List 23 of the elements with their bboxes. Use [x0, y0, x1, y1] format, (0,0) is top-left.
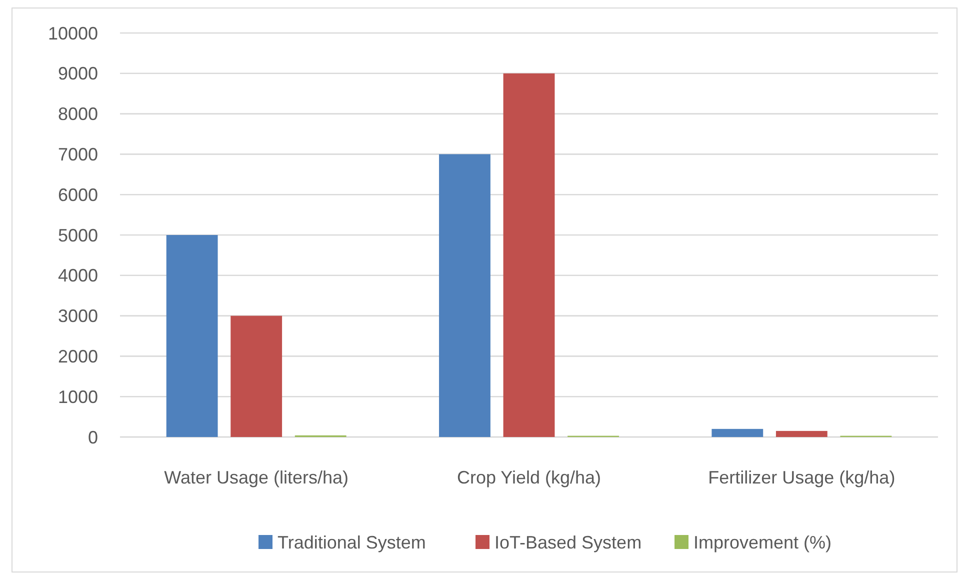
y-tick-label: 1000: [58, 386, 98, 407]
bar: [503, 73, 555, 437]
y-tick-label: 3000: [58, 306, 98, 326]
x-tick-label: Fertilizer Usage (kg/ha): [708, 467, 896, 488]
y-tick-label: 9000: [58, 64, 98, 84]
y-tick-label: 0: [88, 427, 98, 448]
bar: [712, 428, 764, 437]
legend-label: IoT-Based System: [494, 532, 642, 552]
y-tick-label: 8000: [58, 104, 98, 124]
bar: [776, 430, 828, 437]
y-tick-label: 4000: [58, 266, 98, 286]
bar: [230, 316, 282, 437]
y-tick-label: 7000: [58, 144, 98, 164]
legend-label: Traditional System: [278, 532, 426, 552]
legend-label: Improvement (%): [694, 532, 832, 552]
y-tick-label: 10000: [48, 23, 98, 44]
bar: [439, 154, 490, 437]
y-tick-label: 2000: [58, 346, 98, 366]
bar: [166, 235, 218, 437]
y-tick-label: 5000: [58, 225, 98, 246]
x-tick-label: Water Usage (liters/ha): [164, 467, 349, 488]
y-tick-label: 6000: [58, 184, 98, 205]
x-tick-label: Crop Yield (kg/ha): [456, 467, 602, 488]
